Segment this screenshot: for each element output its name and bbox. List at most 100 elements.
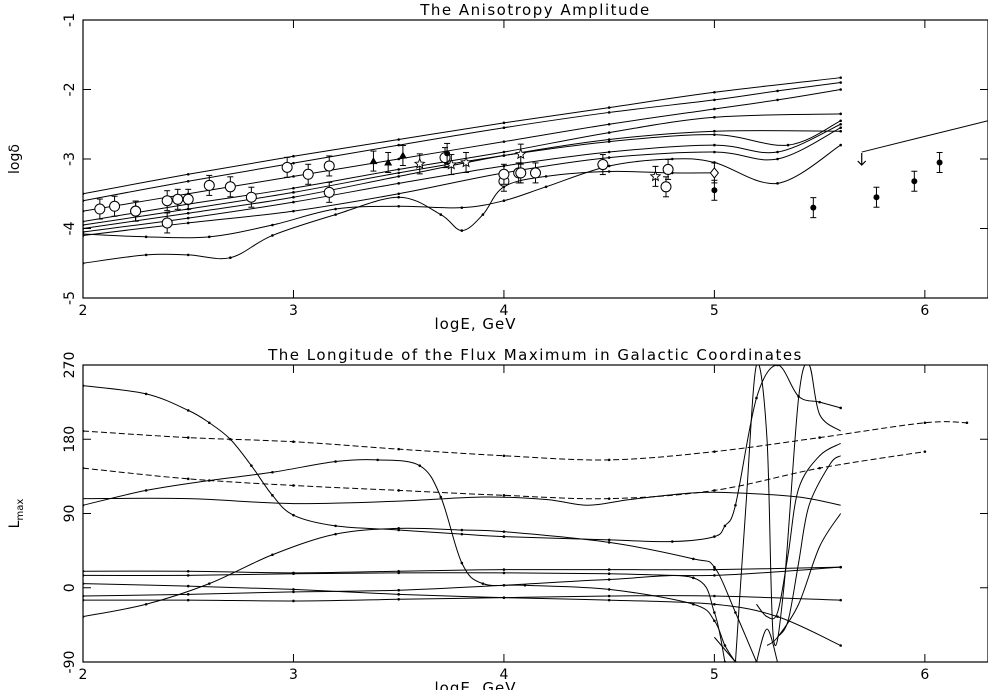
series-point (776, 182, 779, 185)
series-point (671, 157, 674, 161)
series-point (713, 619, 716, 623)
series-point (397, 204, 400, 208)
series-point (481, 213, 485, 216)
series-line-11 (861, 120, 988, 153)
series-point (397, 571, 400, 575)
series-point (292, 200, 295, 204)
series-point (144, 235, 148, 239)
x-tick-label: 4 (499, 667, 508, 683)
x-tick-label: 6 (920, 667, 929, 683)
series-point (83, 429, 85, 433)
y-tick-label: -90 (62, 651, 78, 674)
series-point (502, 568, 506, 571)
series-point (397, 447, 400, 451)
upper-limit-arrow (857, 153, 867, 166)
series-point (397, 598, 400, 601)
marker-open-circle (203, 179, 215, 191)
series-point (397, 195, 400, 199)
series-point (734, 503, 737, 507)
series-point (83, 230, 85, 234)
series-point (439, 213, 443, 216)
series-point (786, 143, 790, 147)
series-point (713, 90, 716, 94)
marker-open-circle (515, 167, 527, 179)
series-group (83, 365, 969, 662)
series-point (439, 495, 443, 499)
series-point (713, 150, 716, 154)
marker-open-star (413, 157, 426, 169)
series-point (397, 527, 400, 530)
series-point (207, 479, 211, 482)
series-point (839, 126, 842, 130)
x-tick-label: 5 (710, 667, 719, 683)
marker-filled-circle (936, 159, 943, 166)
series-point (186, 179, 190, 183)
series-line-11 (83, 575, 726, 662)
series-line-2 (83, 82, 841, 202)
y-tick-label: -4 (62, 221, 78, 235)
marker-filled-circle (711, 187, 718, 194)
series-point (607, 111, 611, 114)
series-point (776, 89, 779, 93)
series-point (292, 590, 295, 594)
series-point (186, 172, 190, 176)
series-point (460, 206, 464, 209)
series-point (818, 466, 821, 470)
series-point (713, 594, 716, 598)
series-point (776, 150, 779, 154)
series-line-1 (83, 365, 841, 543)
marker-open-circle (660, 181, 672, 193)
series-point (292, 161, 295, 165)
series-point (923, 421, 927, 425)
series-point (83, 261, 85, 265)
series-line-2 (83, 421, 967, 461)
x-tick-label: 3 (289, 667, 298, 683)
series-line-14 (756, 442, 841, 620)
series-point (83, 223, 85, 227)
series-point (713, 611, 716, 614)
series-point (334, 207, 337, 211)
series-point (292, 484, 295, 487)
series-point (713, 133, 716, 136)
series-point (607, 156, 611, 159)
plot-frame (82, 364, 988, 663)
series-point (186, 574, 190, 577)
series-point (713, 574, 716, 577)
series-line-5 (83, 459, 736, 662)
series-point (713, 565, 716, 569)
series-point (460, 532, 464, 536)
series-point (502, 150, 506, 154)
series-line-8 (83, 127, 841, 236)
series-point (713, 602, 716, 606)
y-axis-label: logδ (7, 144, 23, 174)
x-axis-label: logE, GeV (435, 315, 517, 333)
series-point (207, 421, 211, 425)
series-line-3 (83, 89, 841, 212)
series-point (83, 227, 85, 230)
series-line-17 (766, 513, 842, 646)
series-point (839, 644, 842, 647)
series-point (186, 593, 190, 596)
series-point (83, 598, 85, 602)
series-point (144, 253, 148, 257)
marker-filled-triangle (369, 157, 378, 165)
series-point (292, 599, 295, 603)
marker-open-diamond (709, 167, 720, 179)
y-tick-label: -3 (62, 152, 78, 166)
series-point (502, 126, 506, 130)
series-point (839, 112, 842, 116)
marker-open-circle (161, 195, 173, 207)
series-point (292, 513, 295, 517)
series-point (83, 220, 85, 223)
measurement-points (94, 142, 943, 234)
series-point (607, 170, 611, 173)
series-point (607, 541, 611, 544)
series-point (83, 384, 85, 387)
series-point (839, 88, 842, 91)
panel-1: The Anisotropy Amplitude 2 3 4 5 6 -5 -4 -3 -2 -1 l… (7, 1, 988, 333)
series-point (397, 182, 400, 185)
series-point (83, 192, 85, 196)
series-point (692, 576, 695, 580)
series-point (83, 594, 85, 598)
